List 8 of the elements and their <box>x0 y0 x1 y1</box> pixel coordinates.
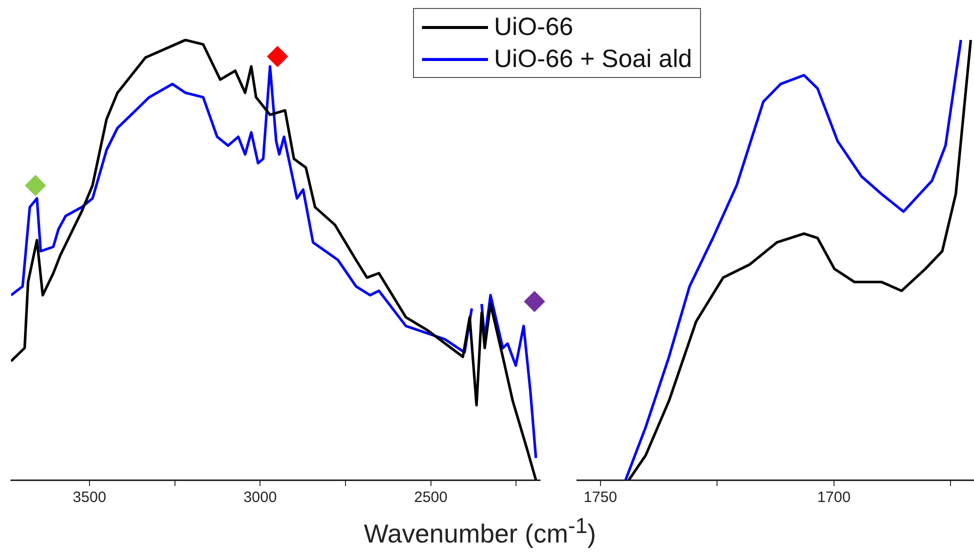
x-tick-label: 3500 <box>72 489 106 506</box>
legend-label: UiO-66 <box>494 12 574 42</box>
x-tick-label: 1750 <box>584 489 618 506</box>
legend-label: UiO-66 + Soai ald <box>494 44 692 74</box>
x-axis-title: Wavenumber (cm$^{-1}$) <box>364 513 596 550</box>
x-tick-label: 1700 <box>817 489 851 506</box>
x-tick-label: 2500 <box>414 489 448 506</box>
x-tick-label: 3000 <box>243 489 277 506</box>
